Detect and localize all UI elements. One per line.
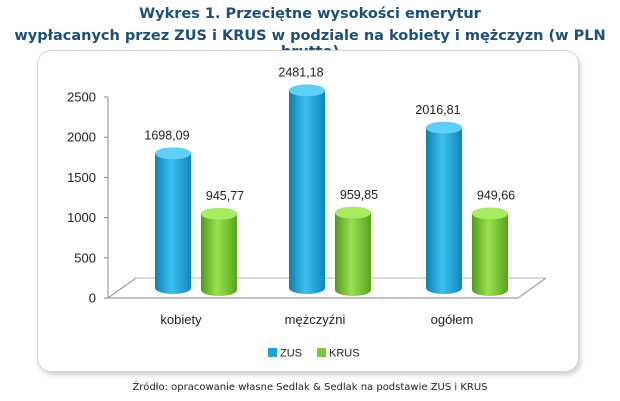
y-tick-label: 1500 [67, 170, 96, 185]
bar-zus-1 [289, 90, 325, 295]
bar-top-zus-2 [425, 121, 463, 135]
value-label-krus-2: 949,66 [477, 189, 515, 203]
chart-title-line-1: Wykres 1. Przeciętne wysokości emerytur [139, 6, 481, 22]
bar-krus-1 [335, 212, 371, 296]
bar-top-krus-2 [471, 207, 509, 220]
value-label-zus-0: 1698,09 [144, 128, 189, 142]
value-label-krus-0: 945,77 [206, 189, 244, 203]
bar-top-krus-0 [200, 207, 238, 221]
y-tick-label: 1000 [67, 210, 96, 225]
bar-krus-2 [472, 213, 508, 296]
bar-top-zus-0 [154, 147, 192, 160]
floor-right-edge [517, 277, 547, 299]
source-note: Źródło: opracowanie własne Sedlak & Sedl… [132, 382, 488, 393]
legend-label-krus: KRUS [329, 348, 360, 360]
bar-krus-0 [201, 213, 237, 296]
y-tick-label: 2500 [67, 90, 96, 105]
value-label-zus-1: 2481,18 [278, 66, 323, 80]
legend-swatch-zus [268, 348, 277, 357]
legend-label-zus: ZUS [280, 348, 302, 360]
category-label: kobiety [160, 312, 202, 327]
value-label-krus-1: 959,85 [340, 188, 378, 202]
y-tick-label: 2000 [67, 130, 96, 145]
bar-zus-2 [426, 127, 462, 294]
category-label: mężczyźni [285, 312, 346, 327]
value-label-zus-2: 2016,81 [415, 103, 460, 117]
category-label: ogółem [431, 312, 474, 327]
y-tick-label: 0 [89, 291, 96, 306]
legend-swatch-krus [317, 348, 326, 357]
bar-top-zus-1 [288, 84, 326, 97]
floor-left-edge [107, 277, 137, 299]
bar-top-krus-1 [334, 206, 372, 220]
y-tick-label: 500 [74, 250, 96, 265]
bar-zus-0 [155, 153, 191, 294]
